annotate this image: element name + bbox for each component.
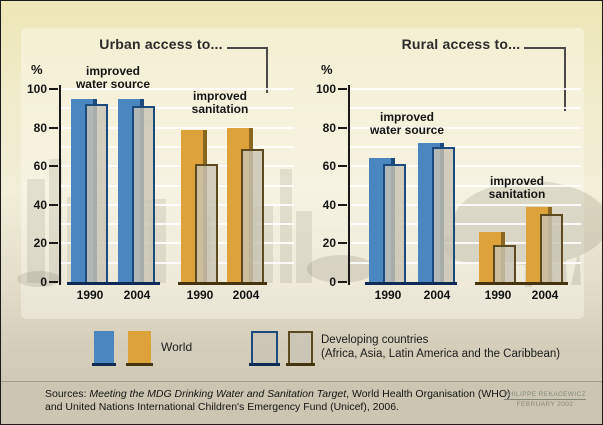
urban-sanitation-group-label: improved sanitation [191,89,249,116]
legend-swatch-world-sanitation [128,331,151,363]
legend-swatch-developing-water-base [249,363,280,366]
gridline-rural-50 [349,184,581,187]
x-label-rural-sanitation-0: 1990 [484,288,512,302]
gridline-rural-70 [349,145,581,148]
y-tick-urban-60 [49,165,58,168]
y-tick-rural-0 [338,281,347,283]
gridline-rural-100 [349,88,581,90]
baseline-rural-water [365,282,457,285]
gridline-rural-90 [349,107,581,110]
legend-swatch-developing-sanitation [288,331,313,363]
gridline-rural-80 [349,126,581,129]
y-tick-urban-40 [49,203,58,206]
y-tick-label-urban-40: 40 [33,197,47,212]
y-tick-rural-100 [338,88,347,90]
y-tick-urban-100 [49,88,58,90]
urban-water-group-label: improved water source [75,64,151,91]
baseline-urban-water [67,282,160,285]
y-tick-rural-20 [338,242,347,245]
rural-sanitation-group-label: improved sanitation [488,174,546,201]
y-tick-label-rural-100: 100 [315,82,336,96]
x-label-urban-water-0: 1990 [76,288,104,302]
y-tick-rural-40 [338,203,347,206]
gridline-urban-80 [60,126,294,129]
y-tick-urban-0 [49,281,58,283]
y-axis-urban [59,85,61,285]
legend-swatch-world-water [94,331,114,363]
y-tick-rural-60 [338,165,347,168]
gridline-rural-20 [349,242,581,245]
gridline-urban-100 [60,88,294,90]
bar-developing-rural-sanitation-1990 [493,245,516,282]
rural-percent-label: % [321,62,333,77]
x-label-urban-sanitation-0: 1990 [186,288,214,302]
gridline-rural-30 [349,223,581,226]
y-tick-label-rural-0: 0 [329,275,336,289]
bar-developing-rural-sanitation-2004 [540,214,563,282]
y-tick-urban-80 [49,126,58,129]
urban-percent-label: % [31,62,43,77]
urban-title-bracket-horizontal [227,47,268,49]
sources-line2: and United Nations International Childre… [45,401,399,413]
x-label-rural-water-0: 1990 [374,288,402,302]
y-tick-rural-80 [338,126,347,129]
legend-swatch-developing-water [251,331,278,363]
gridline-urban-30 [60,223,294,226]
bar-developing-urban-sanitation-1990 [195,164,218,282]
urban-title-bracket-vertical [266,47,268,93]
sources-footer: Sources: Meeting the MDG Drinking Water … [1,381,602,424]
baseline-urban-sanitation [178,282,267,285]
legend-developing-label: Developing countries [321,334,429,346]
y-tick-label-rural-20: 20 [322,236,336,251]
rural-chart-title: Rural access to... [401,36,521,52]
rural-water-group-label: improved water source [369,110,445,137]
x-label-urban-sanitation-1: 2004 [232,288,260,302]
y-tick-label-rural-80: 80 [322,120,336,135]
y-tick-label-rural-40: 40 [322,197,336,212]
y-tick-urban-20 [49,242,58,245]
y-tick-label-urban-100: 100 [26,82,47,96]
credit-name: PHILIPPE REKACEWICZ [503,391,586,400]
sources-line1-rest: , World Health Organisation (WHO) [346,388,511,400]
legend-swatch-world-water-base [92,363,116,366]
legend-developing-sublabel: (Africa, Asia, Latin America and the Car… [321,348,561,360]
y-tick-label-urban-0: 0 [40,275,47,289]
gridline-urban-10 [60,261,294,264]
y-tick-label-urban-20: 20 [33,236,47,251]
sources-publication-title: Meeting the MDG Drinking Water and Sanit… [89,388,347,400]
bar-developing-urban-water-2004 [132,106,155,282]
urban-chart-title: Urban access to... [99,36,223,52]
y-tick-label-urban-80: 80 [33,120,47,135]
rural-title-bracket-horizontal [524,47,566,49]
gridline-urban-20 [60,242,294,245]
bar-developing-urban-water-1990 [85,104,108,282]
sources-prefix: Sources: [45,388,90,400]
legend-swatch-world-sanitation-base [126,363,153,366]
gridline-urban-40 [60,203,294,206]
y-tick-label-rural-60: 60 [322,159,336,174]
gridline-urban-70 [60,145,294,148]
gridline-rural-10 [349,261,581,264]
baseline-rural-sanitation [475,282,568,285]
legend-swatch-developing-sanitation-base [286,363,315,366]
sources-text: Sources: Meeting the MDG Drinking Water … [45,388,515,414]
author-credit: PHILIPPE REKACEWICZ FEBRUARY 2002 [503,390,586,410]
credit-date: FEBRUARY 2002 [516,401,574,408]
gridline-rural-40 [349,203,581,206]
bar-developing-urban-sanitation-2004 [241,148,264,282]
y-axis-rural [348,85,350,285]
gridline-rural-60 [349,165,581,168]
x-label-rural-sanitation-1: 2004 [531,288,559,302]
gridline-urban-50 [60,184,294,187]
gridline-urban-60 [60,165,294,168]
x-label-urban-water-1: 2004 [123,288,151,302]
legend-world-label: World [161,340,193,354]
gridline-urban-90 [60,107,294,110]
rural-title-bracket-vertical [564,47,566,111]
bar-developing-rural-water-2004 [432,146,455,282]
bar-developing-rural-water-1990 [383,164,406,282]
y-tick-label-urban-60: 60 [33,159,47,174]
x-label-rural-water-1: 2004 [423,288,451,302]
